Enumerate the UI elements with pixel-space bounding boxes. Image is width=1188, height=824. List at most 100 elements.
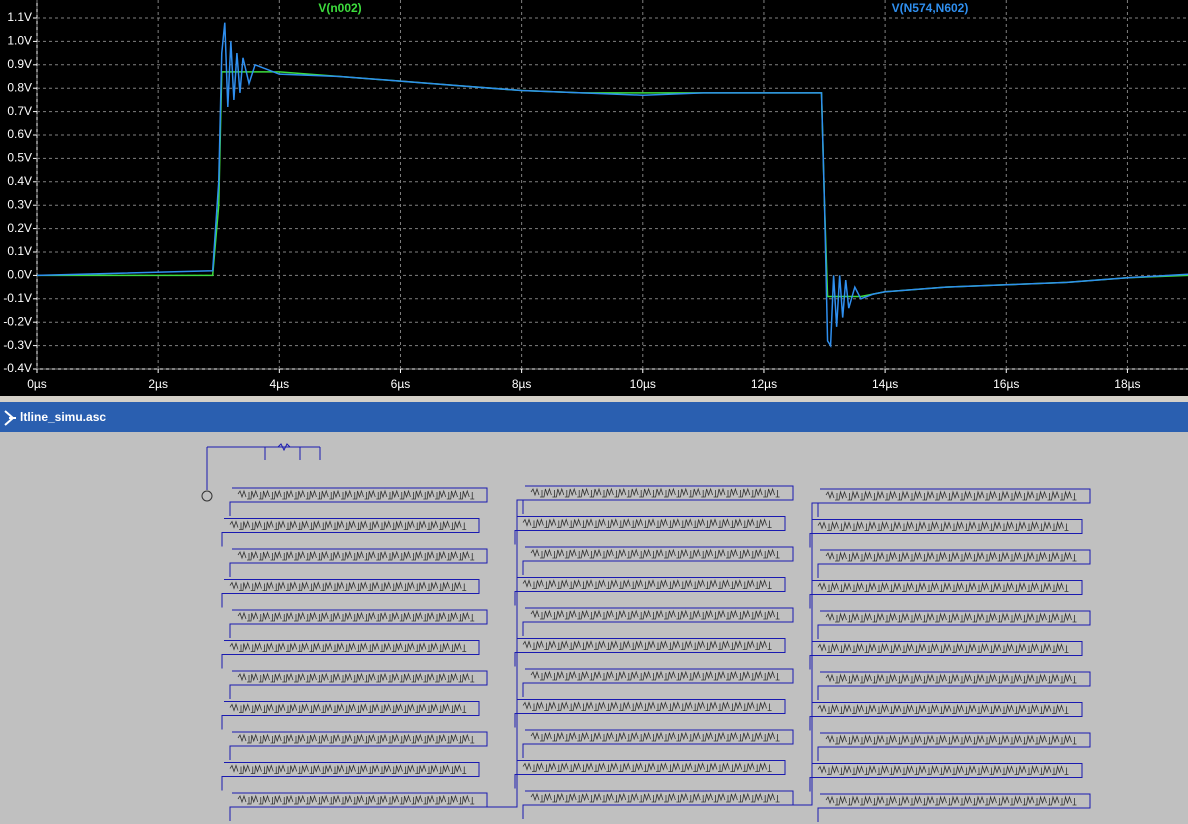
- line-section-parts: [522, 640, 772, 650]
- line-section-parts: [229, 703, 467, 713]
- line-section-parts: [522, 701, 772, 711]
- line-section-parts: [530, 609, 780, 620]
- line-section-wire: [809, 580, 1083, 609]
- plot: -0.4V -0.3V -0.2V -0.1V 0.0V 0.1V 0.2V 0.3V 0.4V…: [3, 0, 1188, 391]
- y-tick-label: 1.1V: [7, 10, 32, 24]
- y-tick-label: 0.5V: [7, 151, 32, 165]
- line-section-wire: [817, 793, 1091, 822]
- line-section-wire: [514, 516, 786, 545]
- line-section-parts: [530, 487, 780, 498]
- schematic-area[interactable]: [0, 432, 1188, 824]
- line-section-wire: [817, 671, 1091, 700]
- line-section-parts: [817, 581, 1069, 592]
- line-section-parts: [237, 794, 475, 805]
- title-bar[interactable]: [0, 402, 1188, 432]
- line-section-parts: [522, 762, 772, 772]
- legend-label: V(N574,N602): [892, 1, 969, 15]
- x-tick-label: 12µs: [751, 377, 777, 391]
- line-section-wire: [817, 549, 1091, 578]
- y-tick-label: 0.3V: [7, 197, 32, 211]
- x-tick-label: 2µs: [148, 377, 168, 391]
- line-section-wire: [522, 668, 794, 697]
- x-tick-label: 6µs: [391, 377, 411, 391]
- schematic: [201, 443, 1091, 822]
- x-tick-label: 4µs: [270, 377, 290, 391]
- line-section-parts: [237, 611, 475, 622]
- line-section-parts: [522, 579, 772, 589]
- line-section-wire: [522, 485, 794, 514]
- line-section-wire: [221, 701, 480, 730]
- y-tick-label: 0.2V: [7, 221, 32, 235]
- line-section-parts: [229, 520, 467, 530]
- splitter[interactable]: [0, 396, 1188, 402]
- line-section-wire: [229, 731, 488, 760]
- line-section-parts: [825, 795, 1077, 806]
- x-tick-label: 14µs: [872, 377, 898, 391]
- legend-label: V(n002): [318, 1, 361, 15]
- y-tick-label: 0.4V: [7, 174, 32, 188]
- line-section-parts: [530, 548, 780, 559]
- line-section-wire: [221, 518, 480, 547]
- line-section-parts: [237, 550, 475, 561]
- line-section-wire: [229, 609, 488, 638]
- line-section-parts: [530, 670, 780, 681]
- line-section-parts: [522, 518, 772, 528]
- line-section-parts: [530, 731, 780, 742]
- line-section-wire: [817, 488, 1091, 517]
- line-section-parts: [229, 764, 467, 774]
- line-section-wire: [514, 577, 786, 606]
- line-section-wire: [229, 670, 488, 699]
- line-section-wire: [522, 607, 794, 636]
- line-section-wire: [229, 487, 488, 516]
- line-section-parts: [825, 490, 1077, 501]
- schematic-icon: [4, 410, 16, 426]
- y-tick-label: 0.7V: [7, 104, 32, 118]
- line-section-wire: [221, 640, 480, 669]
- y-tick-label: 0.0V: [7, 268, 32, 282]
- x-tick-label: 16µs: [993, 377, 1019, 391]
- line-section-parts: [237, 733, 475, 744]
- line-section-parts: [237, 489, 475, 500]
- line-section-parts: [825, 734, 1077, 745]
- source-wiring: [206, 443, 321, 490]
- line-section-parts: [817, 703, 1069, 714]
- line-section-wire: [522, 729, 794, 758]
- x-tick-label: 0µs: [27, 377, 47, 391]
- line-section-wire: [221, 762, 480, 791]
- y-tick-label: 0.6V: [7, 127, 32, 141]
- y-tick-label: -0.2V: [3, 314, 32, 328]
- x-tick-label: 8µs: [512, 377, 532, 391]
- line-section-parts: [817, 520, 1069, 531]
- line-section-parts: [530, 792, 780, 803]
- line-section-wire: [817, 610, 1091, 639]
- y-tick-label: 0.8V: [7, 80, 32, 94]
- line-section-parts: [825, 612, 1077, 623]
- y-tick-label: 1.0V: [7, 34, 32, 48]
- line-section-wire: [817, 732, 1091, 761]
- line-section-parts: [825, 673, 1077, 684]
- line-section-wire: [221, 579, 480, 608]
- plot-background: [0, 0, 1188, 396]
- line-section-parts: [817, 764, 1069, 775]
- column-link: [763, 502, 820, 806]
- line-section-wire: [514, 638, 786, 667]
- column-link: [457, 499, 525, 808]
- x-tick-label: 10µs: [630, 377, 656, 391]
- series-line: [37, 71, 1188, 298]
- y-tick-label: -0.4V: [3, 361, 32, 375]
- line-section-wire: [809, 519, 1083, 548]
- line-section-parts: [229, 642, 467, 652]
- y-tick-label: 0.9V: [7, 57, 32, 71]
- x-tick-label: 18µs: [1114, 377, 1140, 391]
- line-section-parts: [817, 642, 1069, 653]
- line-section-wire: [809, 702, 1083, 731]
- line-section-wire: [514, 699, 786, 728]
- line-section-parts: [229, 581, 467, 591]
- y-tick-label: -0.3V: [3, 338, 32, 352]
- series-line: [36, 22, 1188, 348]
- line-section-wire: [229, 548, 488, 577]
- line-section-wire: [522, 546, 794, 575]
- line-section-wire: [809, 641, 1083, 670]
